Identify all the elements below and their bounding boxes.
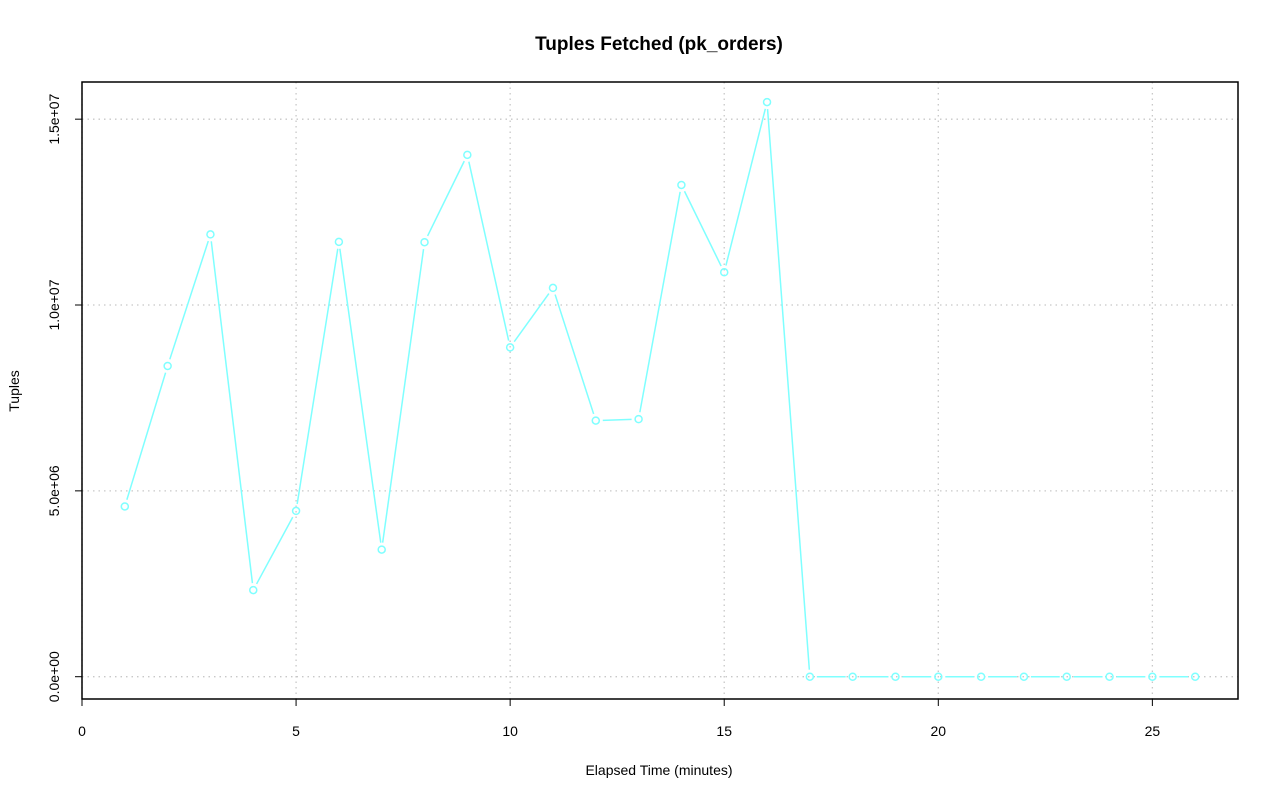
data-point	[291, 506, 301, 516]
data-point	[805, 672, 815, 681]
x-axis-label: Elapsed Time (minutes)	[585, 762, 732, 778]
data-point	[677, 180, 686, 190]
series-line-segment	[468, 161, 510, 341]
series-line-segment	[126, 372, 167, 500]
x-tick-label: 20	[931, 723, 947, 739]
data-point	[762, 97, 772, 107]
series-line-segment	[683, 190, 722, 267]
data-point	[891, 672, 900, 681]
series-line-segment	[426, 160, 465, 237]
data-point	[1062, 672, 1071, 681]
y-axis: 0.0e+00 5.0e+06 1.0e+07 1.5e+07	[46, 93, 83, 702]
y-tick-label: 1.0e+07	[46, 279, 62, 330]
data-point	[334, 237, 344, 247]
x-axis: 0 5 10 15 20 25	[78, 698, 1161, 739]
grid	[81, 82, 1238, 699]
data-point	[591, 416, 601, 425]
data-point	[1190, 672, 1200, 681]
x-tick-label: 10	[502, 723, 518, 739]
y-tick-label: 5.0e+06	[46, 465, 62, 516]
y-tick-label: 0.0e+00	[46, 651, 62, 702]
data-point	[463, 150, 472, 160]
data-point	[548, 283, 558, 293]
data-point	[249, 585, 258, 595]
series-line-segment	[339, 248, 382, 543]
y-axis-label: Tuples	[6, 370, 22, 412]
series-line-segment	[513, 293, 550, 343]
data-point	[206, 230, 215, 239]
series-line-segment	[210, 241, 254, 584]
data-point	[934, 672, 943, 681]
x-tick-label: 5	[292, 723, 300, 739]
data-point	[1148, 672, 1157, 681]
data-point	[1105, 672, 1114, 681]
series-line-segment	[381, 249, 425, 543]
data-point	[120, 502, 130, 511]
series-line-segment	[296, 248, 339, 505]
x-tick-label: 15	[716, 723, 732, 739]
x-tick-label: 25	[1145, 723, 1161, 739]
data-point	[505, 343, 515, 352]
y-tick-label: 1.5e+07	[46, 93, 62, 144]
series-line-segment	[766, 108, 811, 670]
data-point	[719, 268, 729, 277]
chart-title: Tuples Fetched (pk_orders)	[535, 34, 783, 55]
data-point	[377, 545, 386, 554]
series-line-segment	[602, 418, 632, 422]
series-line-segment	[554, 294, 595, 415]
x-tick-label: 0	[78, 723, 86, 739]
data-point	[848, 672, 857, 681]
series-line-segment	[639, 191, 681, 413]
data-point	[634, 414, 643, 424]
series-line-segment	[169, 240, 209, 360]
series-line-segment	[725, 108, 767, 266]
series	[120, 97, 1200, 681]
data-point	[420, 237, 429, 247]
series-line-segment	[255, 516, 294, 585]
data-point	[976, 672, 986, 681]
data-point	[163, 361, 172, 371]
plot-frame	[81, 81, 1239, 700]
data-point	[1019, 672, 1029, 681]
